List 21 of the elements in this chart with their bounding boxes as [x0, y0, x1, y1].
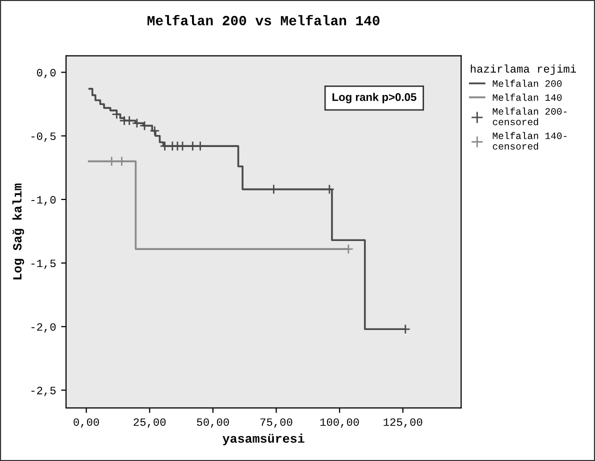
- annotation: Log rank p>0.05: [332, 92, 416, 104]
- y-axis-title: Log Sağ kalım: [12, 184, 24, 280]
- y-tick-label: 0,0: [36, 68, 56, 78]
- legend-label: Melfalan 200-censored: [492, 108, 566, 126]
- y-tick-label: -2,5: [31, 386, 56, 396]
- x-tick-label: 25,00: [134, 418, 166, 428]
- x-tick-label: 50,00: [196, 418, 229, 428]
- legend-label: Melfalan 200: [492, 80, 562, 87]
- x-tick-label: 0,00: [74, 418, 99, 428]
- chart-title: Melfalan 200 vs Melfalan 140: [148, 14, 380, 26]
- x-tick-label: 100,00: [320, 418, 359, 428]
- y-tick-label: -1,0: [31, 196, 56, 206]
- x-tick-label: 75,00: [260, 418, 292, 428]
- x-axis-title: yasamsüresi: [222, 434, 304, 446]
- y-tick-label: -2,0: [31, 323, 56, 333]
- legend-label: Melfalan 140-censored: [492, 132, 566, 150]
- y-tick-label: -0,5: [31, 132, 56, 142]
- x-tick-label: 125,00: [384, 418, 422, 428]
- legend-label: Melfalan 140: [492, 94, 562, 101]
- legend-title: hazirlama rejimi: [470, 64, 576, 75]
- y-tick-label: -1,5: [31, 260, 56, 270]
